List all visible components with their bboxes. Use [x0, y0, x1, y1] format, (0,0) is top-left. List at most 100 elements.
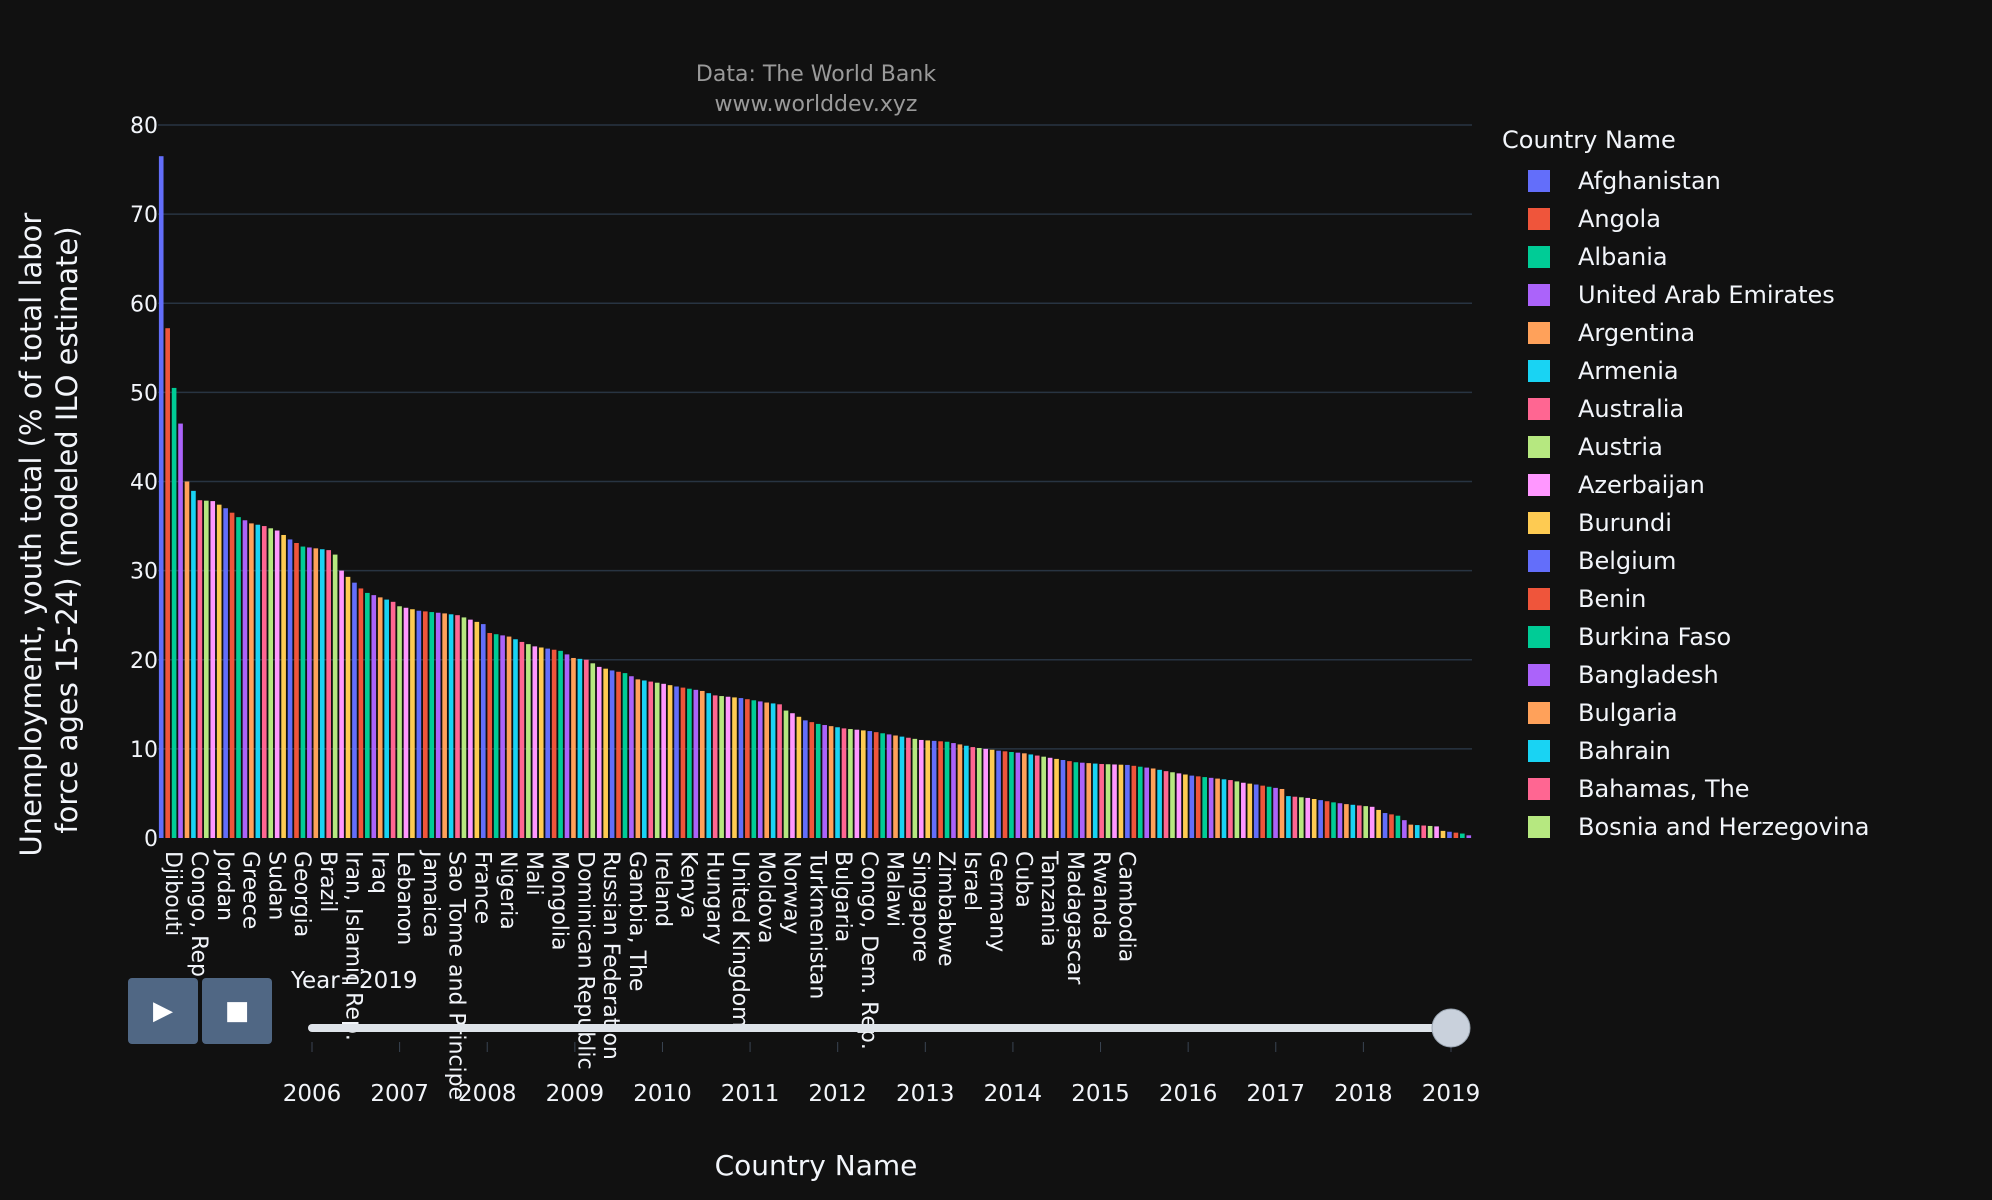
bar[interactable]: [307, 547, 312, 838]
bar[interactable]: [1079, 762, 1085, 838]
bar[interactable]: [1247, 783, 1253, 838]
bar[interactable]: [165, 328, 170, 838]
bar[interactable]: [474, 621, 480, 838]
slider-year-label[interactable]: 2018: [1334, 1081, 1393, 1107]
legend-item[interactable]: Burkina Faso: [1502, 618, 1982, 656]
bar[interactable]: [1402, 820, 1407, 838]
bar[interactable]: [803, 720, 808, 838]
bar[interactable]: [983, 748, 989, 838]
bar[interactable]: [345, 576, 351, 838]
bar[interactable]: [1099, 764, 1104, 838]
bar[interactable]: [236, 517, 241, 838]
bar[interactable]: [1311, 799, 1317, 838]
bar[interactable]: [609, 670, 615, 838]
bar[interactable]: [1202, 777, 1208, 838]
legend-item[interactable]: Albania: [1502, 238, 1982, 276]
bar[interactable]: [635, 679, 641, 838]
bar[interactable]: [313, 548, 319, 838]
legend-item[interactable]: Bosnia and Herzegovina: [1502, 808, 1982, 846]
bar[interactable]: [1382, 813, 1388, 838]
bar[interactable]: [300, 546, 306, 838]
slider-rail[interactable]: [308, 1024, 1452, 1032]
bar[interactable]: [918, 739, 924, 838]
bar[interactable]: [339, 570, 344, 838]
bar[interactable]: [603, 668, 608, 838]
bar[interactable]: [429, 612, 435, 838]
bar[interactable]: [1228, 780, 1233, 838]
bar[interactable]: [931, 740, 937, 838]
bar[interactable]: [661, 683, 666, 838]
bar[interactable]: [848, 729, 853, 838]
bar[interactable]: [712, 695, 718, 838]
bar[interactable]: [384, 599, 389, 838]
bar[interactable]: [493, 634, 499, 838]
bar[interactable]: [796, 716, 802, 838]
bar[interactable]: [596, 666, 602, 838]
bar[interactable]: [352, 582, 357, 838]
slider-year-label[interactable]: 2013: [896, 1081, 955, 1107]
bar[interactable]: [326, 550, 332, 838]
bar[interactable]: [1060, 760, 1066, 838]
legend-item[interactable]: United Arab Emirates: [1502, 276, 1982, 314]
bar[interactable]: [1208, 777, 1214, 838]
bar[interactable]: [745, 699, 750, 838]
bar[interactable]: [551, 649, 557, 838]
bar[interactable]: [1324, 801, 1330, 838]
bar[interactable]: [377, 597, 383, 838]
bar[interactable]: [1447, 831, 1452, 838]
bar[interactable]: [255, 524, 261, 838]
bar[interactable]: [513, 639, 518, 838]
bar[interactable]: [506, 636, 512, 838]
bar[interactable]: [1369, 806, 1375, 838]
bar[interactable]: [996, 750, 1001, 838]
bar[interactable]: [1356, 805, 1362, 838]
bar[interactable]: [1434, 826, 1439, 838]
bar[interactable]: [809, 722, 815, 838]
legend-item[interactable]: Bahamas, The: [1502, 770, 1982, 808]
bar[interactable]: [584, 659, 589, 838]
legend-item[interactable]: Afghanistan: [1502, 162, 1982, 200]
slider-year-label[interactable]: 2011: [721, 1081, 780, 1107]
bar[interactable]: [171, 387, 177, 838]
bar[interactable]: [178, 423, 183, 838]
bar[interactable]: [545, 648, 551, 838]
bar[interactable]: [1253, 784, 1259, 838]
bar[interactable]: [1298, 797, 1304, 838]
slider-year-label[interactable]: 2012: [808, 1081, 867, 1107]
bar[interactable]: [1112, 764, 1117, 838]
bar[interactable]: [448, 614, 454, 838]
bar[interactable]: [1002, 751, 1008, 838]
bar[interactable]: [1215, 778, 1220, 838]
bar[interactable]: [184, 481, 190, 839]
bar[interactable]: [1034, 755, 1040, 838]
bar[interactable]: [1105, 764, 1111, 838]
bars[interactable]: [158, 156, 1472, 839]
bar[interactable]: [970, 747, 976, 838]
legend-item[interactable]: Bahrain: [1502, 732, 1982, 770]
stop-button[interactable]: ■: [202, 978, 272, 1044]
bar[interactable]: [519, 641, 525, 838]
bar[interactable]: [1137, 766, 1143, 838]
bar[interactable]: [1067, 761, 1072, 838]
bar[interactable]: [1318, 800, 1323, 838]
bar[interactable]: [1350, 804, 1356, 838]
bar[interactable]: [261, 526, 267, 838]
slider-year-label[interactable]: 2017: [1246, 1081, 1305, 1107]
bar[interactable]: [268, 528, 274, 838]
bar[interactable]: [1344, 804, 1349, 838]
bar[interactable]: [1047, 757, 1053, 838]
bar[interactable]: [564, 654, 570, 838]
bar[interactable]: [1157, 769, 1162, 838]
slider-year-label[interactable]: 2015: [1071, 1081, 1130, 1107]
slider-year-label[interactable]: 2019: [1422, 1081, 1481, 1107]
bar[interactable]: [693, 689, 699, 838]
bar[interactable]: [622, 673, 628, 838]
bar[interactable]: [1150, 768, 1156, 838]
bar[interactable]: [1292, 796, 1298, 838]
legend-item[interactable]: Bangladesh: [1502, 656, 1982, 694]
bar[interactable]: [197, 500, 203, 838]
bar[interactable]: [1144, 767, 1150, 838]
bar[interactable]: [558, 650, 563, 838]
bar[interactable]: [1118, 764, 1124, 838]
bar[interactable]: [822, 725, 827, 838]
